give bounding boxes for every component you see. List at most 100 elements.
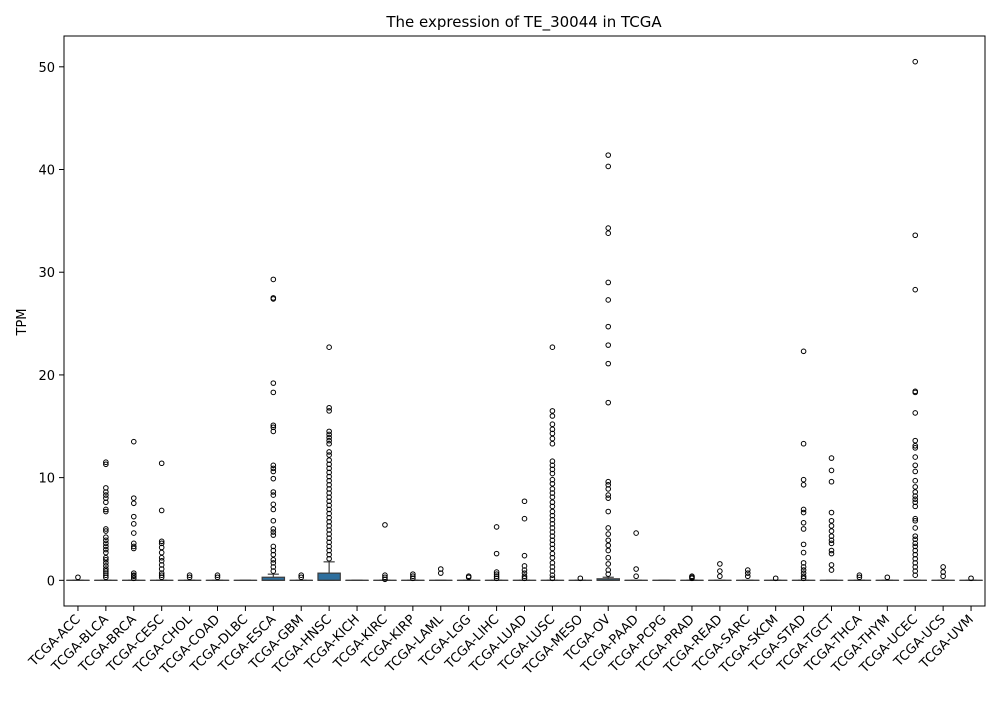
plot-area: 01020304050TCGA-ACCTCGA-BLCATCGA-BRCATCG… — [26, 36, 985, 678]
outlier-point — [829, 529, 834, 534]
outlier-point — [271, 277, 276, 282]
outlier-point — [550, 422, 555, 427]
outlier-point — [829, 563, 834, 568]
outlier-point — [522, 553, 527, 558]
outlier-point — [718, 562, 723, 567]
outlier-point — [271, 533, 276, 538]
box-body — [318, 573, 340, 580]
outlier-point — [801, 477, 806, 482]
outlier-point — [829, 518, 834, 523]
outlier-point — [913, 469, 918, 474]
outlier-point — [606, 226, 611, 231]
outlier-point — [606, 562, 611, 567]
outlier-point — [913, 485, 918, 490]
outlier-point — [606, 526, 611, 531]
outlier-point — [383, 523, 388, 528]
outlier-point — [271, 493, 276, 498]
outlier-point — [745, 574, 750, 579]
outlier-point — [634, 531, 639, 536]
outlier-point — [271, 518, 276, 523]
outlier-point — [550, 441, 555, 446]
outlier-point — [718, 569, 723, 574]
outlier-point — [131, 501, 136, 506]
outlier-point — [494, 525, 499, 530]
outlier-point — [801, 527, 806, 532]
outlier-point — [327, 409, 332, 414]
outlier-point — [522, 499, 527, 504]
outlier-point — [606, 400, 611, 405]
outlier-point — [550, 414, 555, 419]
outlier-point — [104, 550, 109, 555]
outlier-point — [829, 524, 834, 529]
outlier-point — [271, 381, 276, 386]
outlier-point — [913, 411, 918, 416]
outlier-point — [913, 233, 918, 238]
outlier-point — [606, 543, 611, 548]
outlier-point — [829, 479, 834, 484]
outlier-point — [131, 522, 136, 527]
outlier-point — [606, 153, 611, 158]
outlier-point — [718, 574, 723, 579]
outlier-point — [801, 510, 806, 515]
outlier-point — [159, 508, 164, 513]
y-tick-label: 40 — [38, 164, 55, 179]
outlier-point — [271, 469, 276, 474]
outlier-point — [550, 409, 555, 414]
outlier-point — [131, 439, 136, 444]
outlier-point — [606, 555, 611, 560]
outlier-point — [131, 531, 136, 536]
outlier-point — [829, 468, 834, 473]
y-tick-label: 0 — [47, 574, 55, 589]
outlier-point — [606, 280, 611, 285]
outlier-point — [606, 548, 611, 553]
outlier-point — [271, 502, 276, 507]
outlier-point — [829, 510, 834, 515]
outlier-point — [913, 59, 918, 64]
y-tick-label: 50 — [38, 61, 55, 76]
outlier-point — [606, 532, 611, 537]
outlier-point — [131, 496, 136, 501]
plot-frame — [64, 36, 985, 606]
outlier-point — [159, 461, 164, 466]
outlier-point — [550, 436, 555, 441]
outlier-point — [829, 456, 834, 461]
outlier-point — [801, 349, 806, 354]
y-axis-label: TPM — [15, 309, 30, 337]
outlier-point — [913, 526, 918, 531]
outlier-point — [913, 438, 918, 443]
outlier-point — [634, 567, 639, 572]
outlier-point — [801, 441, 806, 446]
outlier-point — [606, 343, 611, 348]
outlier-point — [327, 441, 332, 446]
outlier-point — [801, 542, 806, 547]
outlier-point — [271, 390, 276, 395]
outlier-point — [131, 514, 136, 519]
outlier-point — [829, 551, 834, 556]
outlier-point — [606, 538, 611, 543]
outlier-point — [76, 575, 81, 580]
outlier-point — [606, 496, 611, 501]
outlier-point — [801, 550, 806, 555]
y-tick-label: 30 — [38, 266, 55, 281]
outlier-point — [606, 298, 611, 303]
outlier-point — [606, 361, 611, 366]
y-tick-label: 20 — [38, 369, 55, 384]
chart-title: The expression of TE_30044 in TCGA — [385, 13, 662, 32]
outlier-point — [494, 551, 499, 556]
outlier-point — [913, 287, 918, 292]
outlier-point — [829, 568, 834, 573]
outlier-point — [327, 345, 332, 350]
outlier-point — [829, 541, 834, 546]
outlier-point — [606, 324, 611, 329]
outlier-point — [913, 455, 918, 460]
outlier-point — [801, 521, 806, 526]
outlier-point — [606, 164, 611, 169]
outlier-point — [271, 476, 276, 481]
outlier-point — [801, 483, 806, 488]
outlier-point — [271, 507, 276, 512]
outlier-point — [913, 463, 918, 468]
outlier-point — [159, 550, 164, 555]
outlier-point — [885, 575, 890, 580]
